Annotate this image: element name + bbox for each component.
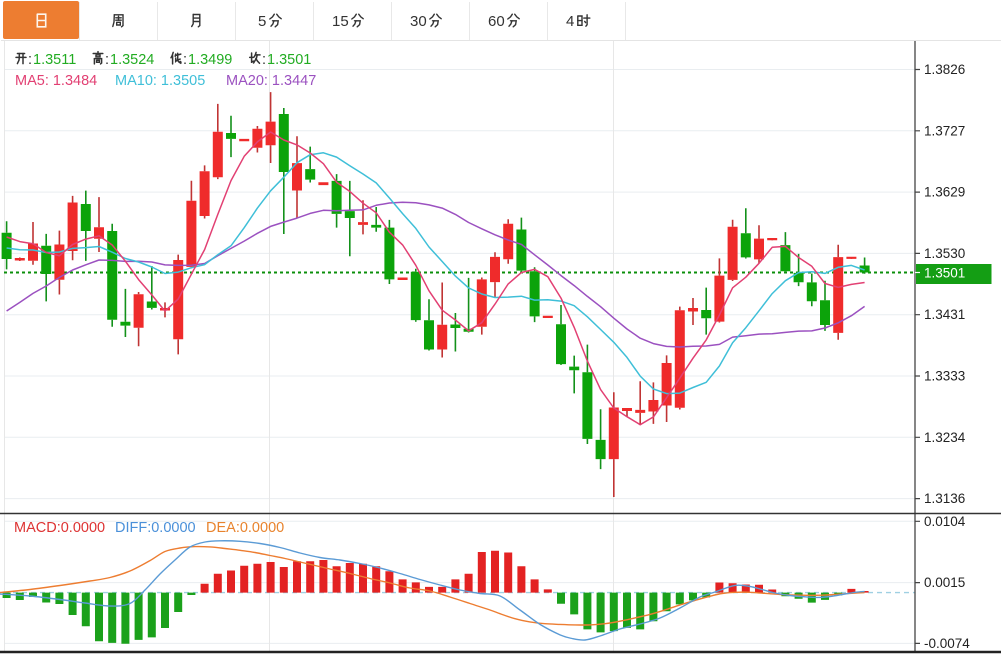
svg-text:1.3333: 1.3333 xyxy=(924,369,965,384)
svg-text:DIFF:0.0000: DIFF:0.0000 xyxy=(115,520,196,536)
svg-text::: : xyxy=(183,52,187,68)
svg-text:MACD:0.0000: MACD:0.0000 xyxy=(14,520,105,536)
svg-text:30: 30 xyxy=(410,13,427,30)
svg-text:1.3501: 1.3501 xyxy=(924,266,965,281)
svg-text::: : xyxy=(262,52,266,68)
svg-text:0.0015: 0.0015 xyxy=(924,575,965,590)
svg-text:1.3431: 1.3431 xyxy=(924,307,965,322)
svg-text:0.0104: 0.0104 xyxy=(924,514,966,529)
svg-text:1.3136: 1.3136 xyxy=(924,491,965,506)
svg-text:4: 4 xyxy=(566,13,574,30)
svg-text:1.3727: 1.3727 xyxy=(924,123,965,138)
svg-text:1.3629: 1.3629 xyxy=(924,185,965,200)
svg-text:1.3524: 1.3524 xyxy=(110,52,154,68)
svg-text:DEA:0.0000: DEA:0.0000 xyxy=(206,520,284,536)
svg-text:5: 5 xyxy=(258,13,266,30)
svg-text:1.3499: 1.3499 xyxy=(188,52,232,68)
svg-text::: : xyxy=(28,52,32,68)
svg-text:1.3501: 1.3501 xyxy=(267,52,311,68)
svg-text:MA5: 1.3484: MA5: 1.3484 xyxy=(15,73,97,89)
svg-text:1.3826: 1.3826 xyxy=(924,62,965,77)
svg-text:1.3511: 1.3511 xyxy=(33,52,76,68)
svg-text::: : xyxy=(105,52,109,68)
svg-text:1.3234: 1.3234 xyxy=(924,430,966,445)
svg-text:MA20: 1.3447: MA20: 1.3447 xyxy=(226,73,316,89)
svg-text:MA10: 1.3505: MA10: 1.3505 xyxy=(115,73,205,89)
svg-text:1.3530: 1.3530 xyxy=(924,246,965,261)
svg-text:60: 60 xyxy=(488,13,505,30)
svg-text:-0.0074: -0.0074 xyxy=(924,636,970,651)
svg-text:15: 15 xyxy=(332,13,349,30)
